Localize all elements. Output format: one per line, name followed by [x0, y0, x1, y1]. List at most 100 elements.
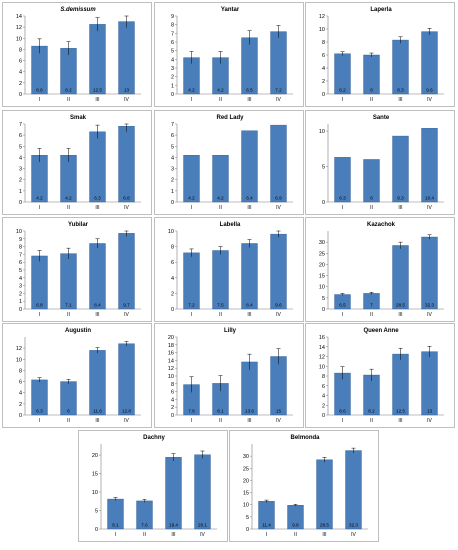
data-label: 32.3 [349, 523, 358, 528]
y-tick-label: 0 [19, 92, 22, 98]
x-tick-label: II [219, 97, 222, 103]
data-label: 6.2 [339, 88, 346, 93]
y-tick-label: 0 [19, 307, 22, 313]
data-label: 9.7 [123, 303, 130, 308]
y-tick-label: 2 [171, 75, 174, 81]
y-tick-label: 14 [168, 358, 174, 364]
x-tick-label: III [95, 312, 99, 318]
x-tick-label: III [398, 312, 402, 318]
y-tick-label: 3 [171, 167, 174, 173]
data-label: 6.3 [339, 196, 346, 201]
data-label: 13 [124, 88, 130, 93]
y-tick-label: 4 [171, 57, 174, 63]
data-label: 32.3 [425, 303, 434, 308]
x-tick-label: III [247, 312, 251, 318]
chart-panel-9: Augustin 0 2 4 6 8 10 12 6.3 I 6 II 11.6 III 12.8 IV [2, 323, 152, 428]
data-label: 9.8 [292, 523, 299, 528]
x-tick-label: III [95, 205, 99, 211]
chart-title: Queen Anne [363, 328, 399, 334]
chart-svg: S.demissum 0 2 4 6 8 10 12 14 8.6 I 8.2 II 12.5 III 13 I… [16, 7, 141, 103]
x-tick-label: III [95, 97, 99, 103]
y-tick-label: 5 [246, 515, 249, 521]
bar-III [89, 243, 106, 310]
y-tick-label: 0 [322, 92, 325, 98]
bar-I [31, 255, 48, 310]
x-tick-label: II [370, 418, 373, 424]
chart-title: Augustin [65, 328, 91, 334]
y-tick-label: 25 [319, 251, 325, 257]
y-tick-label: 0 [95, 527, 98, 533]
data-label: 6.3 [36, 409, 43, 414]
bar-I [334, 157, 351, 203]
y-tick-label: 9 [171, 14, 174, 20]
y-tick-label: 12 [319, 14, 325, 20]
chart-svg: Labella 0 2 4 6 8 10 7.2 I 7.5 II 8.4 III 9.6 IV [168, 222, 293, 318]
data-label: 6.3 [94, 196, 101, 201]
y-tick-label: 14 [319, 345, 325, 351]
chart-svg: Queen Anne 0 2 4 6 8 10 12 14 16 8.6 I 8.2 II 12.5 III 1… [319, 328, 444, 424]
chart-title: Belmonda [290, 435, 320, 441]
y-tick-label: 7 [19, 252, 22, 258]
y-tick-label: 4 [19, 391, 22, 397]
chart-title: Dachny [143, 435, 165, 441]
bar-III [241, 37, 258, 95]
y-tick-label: 1 [19, 189, 22, 195]
data-label: 6.8 [123, 196, 130, 201]
y-tick-label: 0 [322, 307, 325, 313]
bar-III [392, 353, 409, 416]
x-tick-label: III [398, 205, 402, 211]
data-label: 8.2 [65, 88, 72, 93]
data-label: 4.2 [217, 196, 224, 201]
data-label: 8.6 [339, 409, 346, 414]
y-tick-label: 1 [171, 189, 174, 195]
y-tick-label: 2 [19, 402, 22, 408]
data-label: 4.2 [217, 88, 224, 93]
x-tick-label: II [219, 418, 222, 424]
chart-panel-5: Sante 0 5 10 6.3 I 6 II 9.3 III 10.4 IV [305, 110, 455, 215]
data-label: 6.8 [36, 303, 43, 308]
y-tick-label: 0 [171, 413, 174, 419]
y-tick-label: 1 [19, 299, 22, 305]
data-label: 4.2 [65, 196, 72, 201]
y-tick-label: 10 [16, 357, 22, 363]
x-tick-label: IV [124, 97, 129, 103]
y-tick-label: 12 [168, 366, 174, 372]
data-label: 7.5 [217, 303, 224, 308]
x-tick-label: II [370, 312, 373, 318]
y-tick-label: 2 [171, 291, 174, 297]
y-tick-label: 0 [19, 413, 22, 419]
data-label: 8.1 [112, 523, 119, 528]
data-label: 4.2 [188, 88, 195, 93]
data-label: 4.2 [36, 196, 43, 201]
chart-title: Lilly [224, 328, 237, 334]
data-label: 12.8 [122, 409, 131, 414]
y-tick-label: 15 [92, 472, 98, 478]
y-tick-label: 20 [243, 478, 249, 484]
y-tick-label: 5 [322, 165, 325, 171]
y-tick-label: 4 [19, 276, 22, 282]
y-tick-label: 5 [95, 509, 98, 515]
x-tick-label: I [266, 532, 267, 538]
y-tick-label: 8 [19, 47, 22, 53]
bar-IV [118, 126, 135, 203]
y-tick-label: 7 [171, 31, 174, 37]
y-tick-label: 8 [19, 368, 22, 374]
bar-II [212, 250, 229, 310]
y-tick-label: 6 [19, 133, 22, 139]
chart-panel-4: Red Lady 0 1 2 3 4 5 6 7 4.2 I 4.2 II 6.4 III 6.9 IV [154, 110, 304, 215]
y-tick-label: 8 [322, 374, 325, 380]
data-label: 6 [67, 409, 70, 414]
x-tick-label: IV [427, 97, 432, 103]
y-tick-label: 2 [19, 81, 22, 87]
data-label: 13.6 [245, 409, 254, 414]
y-tick-label: 3 [19, 284, 22, 290]
y-tick-label: 9 [19, 237, 22, 243]
chart-svg: Dachny 0 5 10 15 20 8.1 I 7.6 II 19.4 III 20.1 IV [92, 435, 217, 538]
data-label: 10.4 [425, 196, 434, 201]
y-tick-label: 30 [319, 240, 325, 246]
chart-title: Kazachok [367, 222, 396, 228]
chart-panel-8: Kazachok 0 5 10 15 20 25 30 6.5 I 7 II 28.5 III 32.3 IV [305, 217, 455, 322]
data-label: 7.2 [188, 303, 195, 308]
